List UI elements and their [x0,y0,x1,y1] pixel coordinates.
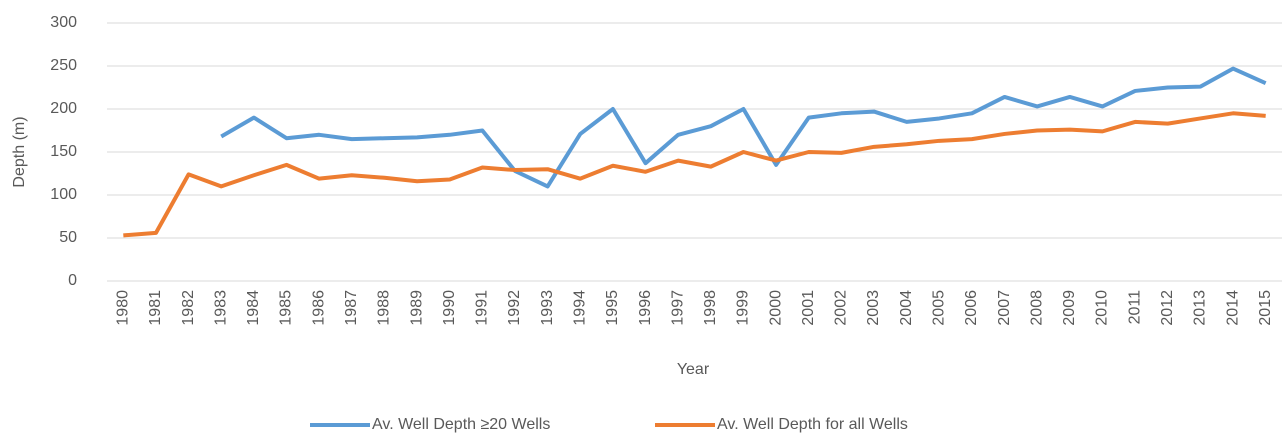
y-tick-label: 100 [50,186,77,203]
x-tick-label: 1984 [245,290,262,326]
x-tick-label: 2000 [767,290,784,326]
x-tick-label: 1996 [637,290,654,326]
x-tick-label: 2003 [865,290,882,326]
x-tick-label: 1998 [702,290,719,326]
x-tick-label: 2002 [833,290,850,326]
x-tick-label: 2013 [1192,290,1209,326]
y-tick-label: 200 [50,100,77,117]
x-tick-label: 1987 [343,290,360,326]
x-axis-label: Year [677,361,710,378]
x-tick-label: 1999 [735,290,752,326]
x-tick-label: 1992 [506,290,523,326]
x-tick-label: 2010 [1094,290,1111,326]
x-tick-label: 1988 [376,290,393,326]
x-tick-label: 1986 [310,290,327,326]
x-tick-label: 1985 [278,290,295,326]
x-tick-label: 1993 [539,290,556,326]
x-tick-label: 1983 [212,290,229,326]
y-tick-label: 300 [50,14,77,31]
x-tick-label: 1990 [441,290,458,326]
x-tick-label: 1991 [474,290,491,326]
y-tick-label: 0 [68,272,77,289]
y-tick-label: 50 [59,229,77,246]
y-tick-label: 150 [50,143,77,160]
x-tick-label: 2004 [898,290,915,326]
x-tick-label: 2005 [931,290,948,326]
x-tick-label: 1981 [147,290,164,326]
x-tick-label: 2006 [963,290,980,326]
x-tick-label: 2011 [1126,290,1143,325]
x-tick-label: 2012 [1159,290,1176,326]
series-line [220,66,1267,189]
legend-label: Av. Well Depth for all Wells [717,416,908,433]
x-tick-label: 2009 [1061,290,1078,326]
x-tick-label: 2014 [1224,290,1241,326]
x-tick-label: 1997 [669,290,686,326]
y-axis-label: Depth (m) [11,116,28,187]
x-tick-label: 1989 [408,290,425,326]
x-tick-label: 1995 [604,290,621,326]
x-tick-label: 1994 [571,290,588,326]
x-tick-label: 2015 [1257,290,1274,326]
legend-label: Av. Well Depth ≥20 Wells [372,416,550,433]
x-tick-label: 2008 [1028,290,1045,326]
y-tick-label: 250 [50,57,77,74]
x-tick-label: 1980 [115,290,132,326]
x-tick-label: 2001 [800,290,817,326]
x-tick-label: 1982 [180,290,197,326]
x-tick-label: 2007 [996,290,1013,326]
series-line [123,111,1266,238]
